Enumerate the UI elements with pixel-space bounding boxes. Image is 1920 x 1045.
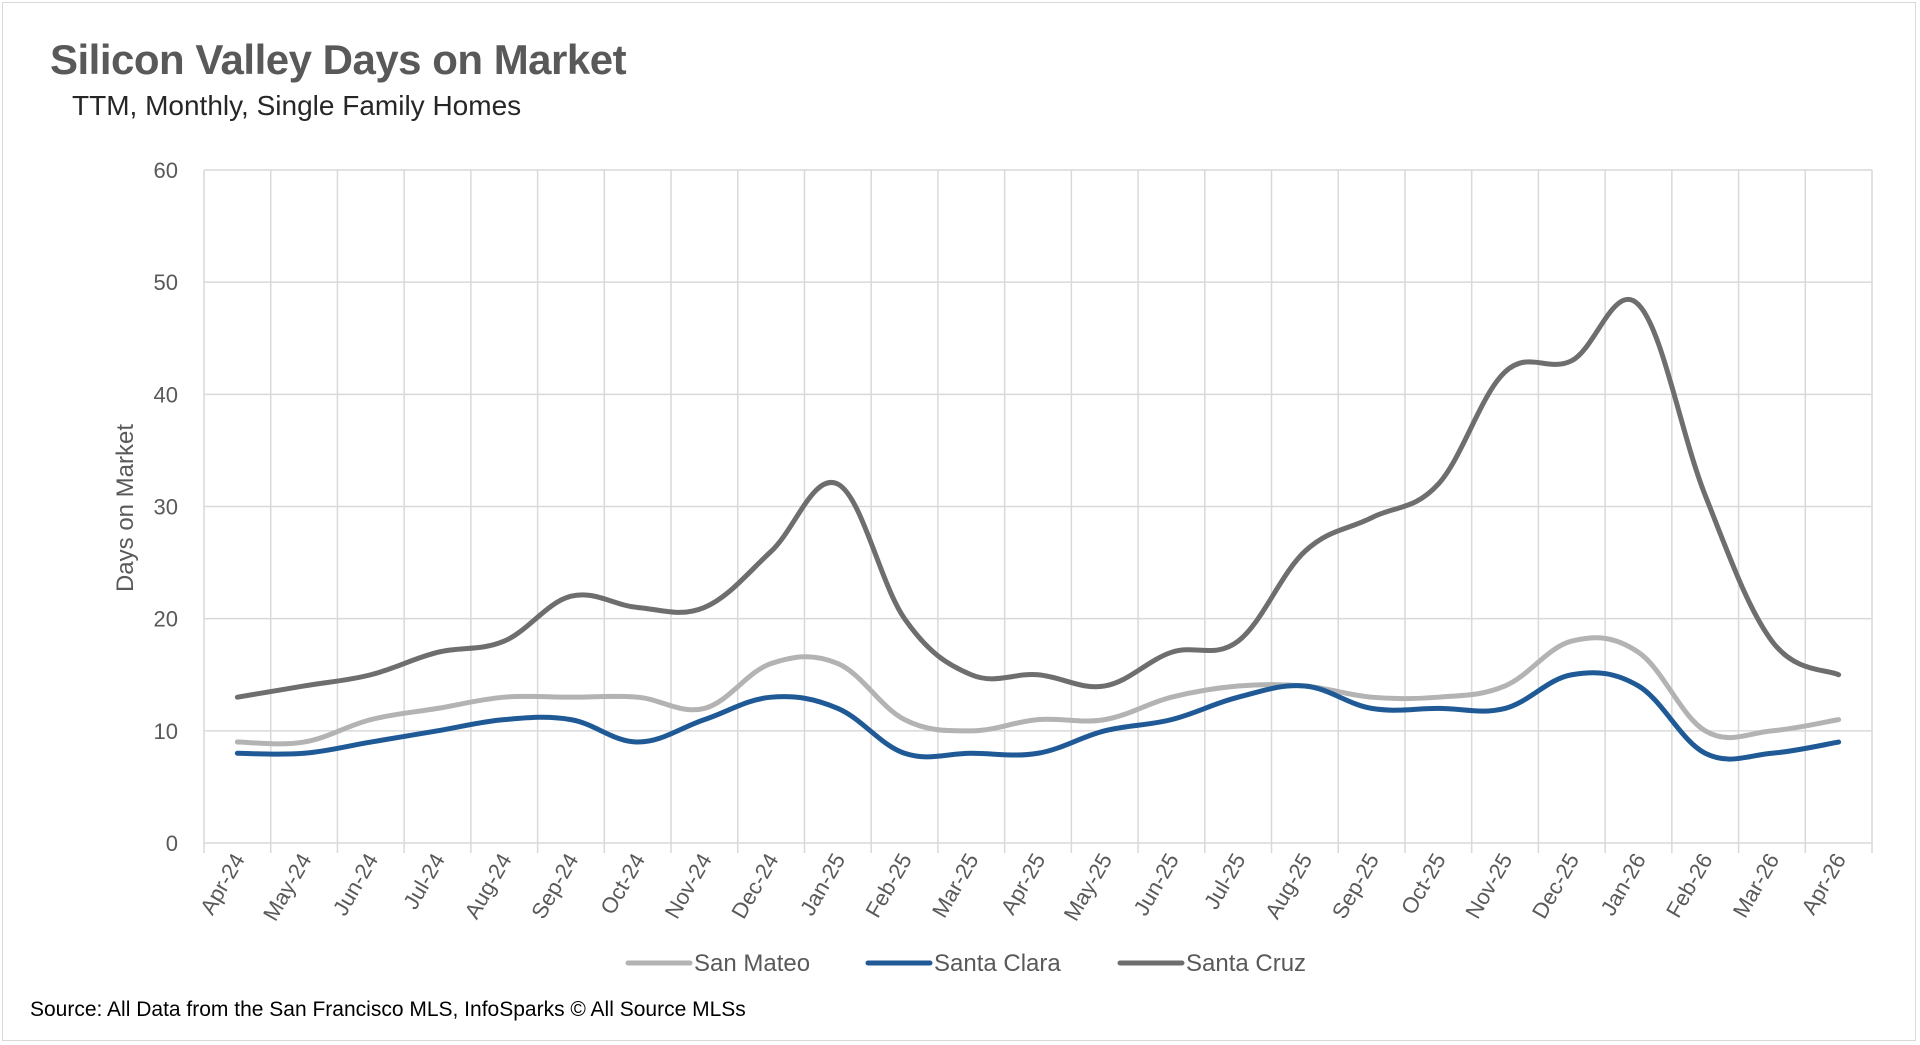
x-tick-label: Sep-24 [526, 849, 583, 923]
legend-label-santa-clara: Santa Clara [934, 950, 1061, 977]
series-line-santa-clara [234, 670, 1842, 762]
series-line-santa-cruz [234, 297, 1842, 700]
grid-lines [203, 169, 1873, 853]
x-tick-label: Mar-26 [1728, 849, 1784, 922]
x-tick-label: Apr-24 [195, 849, 250, 919]
y-tick-label: 30 [154, 495, 178, 520]
y-tick-label: 40 [154, 382, 178, 407]
x-tick-label: Sep-25 [1327, 849, 1384, 923]
x-tick-label: Apr-25 [996, 849, 1051, 919]
x-tick-label: May-24 [258, 849, 316, 925]
y-tick-label: 50 [154, 270, 178, 295]
source-note: Source: All Data from the San Francisco … [30, 998, 746, 1021]
legend-label-san-mateo: San Mateo [694, 950, 810, 977]
y-axis-ticks: 0 10 20 30 40 50 60 [154, 158, 178, 856]
y-tick-label: 0 [166, 831, 178, 856]
y-tick-label: 60 [154, 158, 178, 183]
x-tick-label: Jan-26 [1596, 849, 1651, 920]
chart-title: Silicon Valley Days on Market [50, 36, 627, 83]
x-tick-label: Dec-24 [726, 849, 783, 923]
chart-subtitle: TTM, Monthly, Single Family Homes [72, 90, 522, 121]
x-tick-label: Aug-25 [1260, 849, 1317, 923]
x-tick-label: Oct-25 [1396, 849, 1451, 919]
y-tick-label: 20 [154, 607, 178, 632]
x-tick-label: Mar-25 [927, 849, 983, 922]
series-lines [234, 297, 1842, 762]
x-tick-label: Nov-25 [1460, 849, 1517, 923]
x-tick-label: Jul-25 [1199, 849, 1251, 913]
x-tick-label: Feb-25 [860, 849, 917, 922]
x-tick-label: Jun-25 [1128, 849, 1183, 920]
legend: San Mateo Santa Clara Santa Cruz [625, 950, 1306, 977]
x-tick-label: Aug-24 [459, 849, 516, 923]
x-tick-label: Jan-25 [795, 849, 850, 920]
legend-label-santa-cruz: Santa Cruz [1186, 950, 1306, 977]
y-tick-label: 10 [154, 719, 178, 744]
x-tick-label: Dec-25 [1527, 849, 1584, 923]
x-tick-label: Jul-24 [398, 849, 450, 913]
y-axis-title: Days on Market [112, 424, 139, 592]
x-axis-ticks: Apr-24 May-24 Jun-24 Jul-24 Aug-24 Sep-24 Oct-… [195, 849, 1851, 925]
x-tick-label: Jun-24 [328, 849, 383, 920]
x-tick-label: May-25 [1059, 849, 1117, 925]
series-line-san-mateo [234, 635, 1842, 747]
x-tick-label: Apr-26 [1796, 849, 1851, 919]
x-tick-label: Nov-24 [660, 849, 717, 923]
x-tick-label: Feb-26 [1661, 849, 1718, 922]
x-tick-label: Oct-24 [595, 849, 650, 919]
